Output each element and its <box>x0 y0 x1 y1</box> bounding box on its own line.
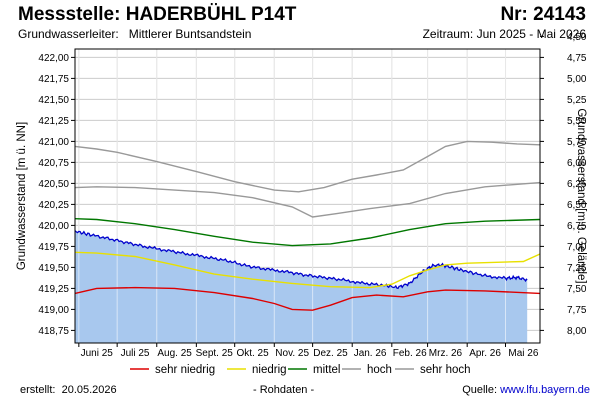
y-tick-label: 421,00 <box>38 137 69 148</box>
y2-tick-label: 8,00 <box>567 326 587 337</box>
y-tick-label: 421,25 <box>38 116 69 127</box>
y2-tick-label: 4,75 <box>567 53 587 64</box>
legend-label: sehr niedrig <box>155 364 215 376</box>
y2-tick-label: 5,75 <box>567 137 587 148</box>
y2-tick-label: 6,25 <box>567 179 587 190</box>
y-tick-label: 420,25 <box>38 200 69 211</box>
x-tick-label: Feb. 26 <box>393 348 427 359</box>
period-label: Zeitraum: Jun 2025 - Mai 2026 <box>422 27 586 41</box>
aquifer-info: Grundwasserleiter: Mittlerer Buntsandste… <box>18 27 251 41</box>
created-label: erstellt: <box>20 384 56 396</box>
y2-tick-label: 7,50 <box>567 284 587 295</box>
legend: sehr niedrig niedrig mittel hoch sehr hoch <box>130 364 471 376</box>
y2-axis-title: Grundwasserstand [m u. Gelände] <box>575 108 587 283</box>
series-line-sehr-hoch <box>74 140 541 193</box>
y-tick-label: 419,50 <box>38 263 69 274</box>
series-line-hoch <box>74 181 541 218</box>
y-tick-label: 420,75 <box>38 158 69 169</box>
station-number: Nr: 24143 <box>500 4 586 25</box>
source-link[interactable]: www.lfu.bayern.de <box>500 384 590 396</box>
x-tick-label: Mrz. 26 <box>429 348 463 359</box>
y-tick-label: 419,25 <box>38 284 69 295</box>
y2-tick-label: 7,75 <box>567 305 587 316</box>
measured-area-layer <box>74 49 528 343</box>
x-tick-label: Dez. 25 <box>313 348 348 359</box>
source-label: Quelle: <box>462 384 498 396</box>
x-tick-label: Apr. 26 <box>469 348 501 359</box>
y-tick-label: 420,00 <box>38 221 69 232</box>
series-line-niedrig <box>74 251 541 289</box>
x-tick-label: Nov. 25 <box>275 348 309 359</box>
raw-data-note: - Rohdaten - <box>253 384 315 396</box>
y2-tick-label: 5,25 <box>567 95 587 106</box>
y2-tick-label: 4,50 <box>567 32 587 43</box>
x-tick-label: Mai 26 <box>508 348 538 359</box>
created-date: 20.05.2026 <box>61 384 117 396</box>
measured-area <box>75 230 528 343</box>
y2-tick-label: 6,75 <box>567 221 587 232</box>
y-tick-label: 422,00 <box>38 53 69 64</box>
station-title: Messstelle: HADERBÜHL P14T <box>18 4 297 25</box>
y-tick-label: 418,75 <box>38 326 69 337</box>
legend-label: hoch <box>367 364 392 376</box>
x-tick-label: Jan. 26 <box>354 348 387 359</box>
y2-tick-label: 7,25 <box>567 263 587 274</box>
legend-label: sehr hoch <box>420 364 471 376</box>
aquifer-name: Mittlerer Buntsandstein <box>128 27 252 41</box>
y2-tick-label: 6,50 <box>567 200 587 211</box>
y-tick-label: 419,75 <box>38 242 69 253</box>
aquifer-label: Grundwasserleiter: <box>18 27 119 41</box>
x-tick-label: Sept. 25 <box>196 348 234 359</box>
series-line-sehr-niedrig <box>74 286 541 311</box>
created-info: erstellt: 20.05.2026 <box>20 384 117 396</box>
x-tick-label: Juli 25 <box>121 348 150 359</box>
legend-label: niedrig <box>252 364 287 376</box>
x-tick-label: Juni 25 <box>81 348 114 359</box>
y-tick-label: 421,75 <box>38 74 69 85</box>
y2-tick-label: 5,00 <box>567 74 587 85</box>
x-tick-label: Okt. 25 <box>236 348 269 359</box>
y-tick-label: 421,50 <box>38 95 69 106</box>
y-tick-label: 420,50 <box>38 179 69 190</box>
series-line-mittel <box>74 218 541 247</box>
y2-tick-label: 5,50 <box>567 116 587 127</box>
plot-frame <box>74 48 541 344</box>
axis-layer: 418,75 419,00 419,25 419,50 419,75 420,00 420,… <box>16 32 587 359</box>
y-axis-title: Grundwasserstand [m ü. NN] <box>16 122 28 270</box>
reference-lines-layer <box>74 140 541 311</box>
y2-tick-label: 7,00 <box>567 242 587 253</box>
y2-tick-label: 6,00 <box>567 158 587 169</box>
source-info: Quelle: www.lfu.bayern.de <box>462 384 590 396</box>
y-tick-label: 419,00 <box>38 305 69 316</box>
measured-line <box>74 230 528 290</box>
legend-label: mittel <box>313 364 340 376</box>
x-tick-label: Aug. 25 <box>157 348 192 359</box>
